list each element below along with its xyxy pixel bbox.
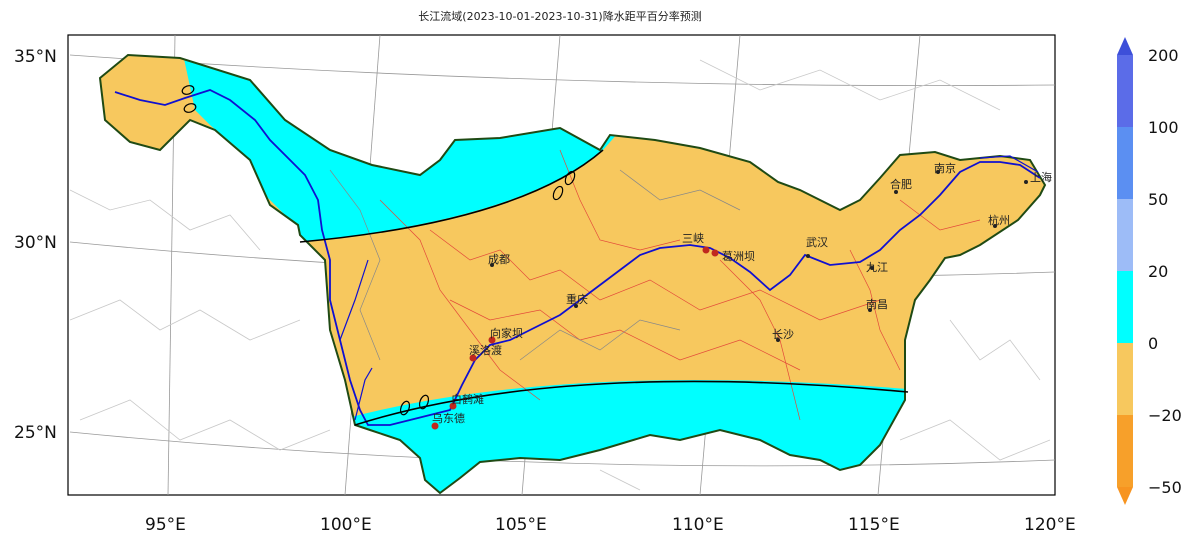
colorbar-label-neg20: −20	[1148, 406, 1182, 425]
longitude-labels: 95°E 100°E 105°E 110°E 115°E 120°E	[145, 515, 1076, 535]
colorbar-top-arrow	[1117, 37, 1133, 55]
colorbar-band-20-50	[1117, 199, 1133, 271]
colorbar-band-neg20-0	[1117, 343, 1133, 415]
city-markers: 成都 重庆 三峡 葛洲坝 武汉 九江 南昌 长沙 合肥 南京 杭州 上海 向家坝…	[431, 161, 1052, 430]
lat-label-35n: 35°N	[14, 47, 57, 67]
city-label-changsha: 长沙	[772, 328, 794, 341]
city-label-nanchang: 南昌	[866, 298, 888, 311]
basin-outline	[98, 53, 1047, 495]
city-label-jiujiang: 九江	[866, 261, 888, 274]
map-title: 长江流域(2023-10-01-2023-10-31)降水距平百分率预测	[418, 10, 702, 23]
colorbar: 200 100 50 20 0 −20 −50	[1117, 37, 1182, 505]
city-label-nanjing: 南京	[934, 161, 956, 175]
lon-label-95e: 95°E	[145, 515, 186, 535]
colorbar-label-200: 200	[1148, 46, 1179, 65]
city-label-xiangjiaba: 向家坝	[490, 326, 523, 340]
lat-label-25n: 25°N	[14, 423, 57, 443]
city-label-xiluodu: 溪洛渡	[469, 343, 502, 357]
colorbar-label-neg50: −50	[1148, 478, 1182, 497]
contour-south	[354, 380, 909, 426]
colorbar-label-0: 0	[1148, 334, 1158, 353]
latitude-labels: 35°N 30°N 25°N	[14, 47, 57, 443]
colorbar-band-0-20	[1117, 271, 1133, 343]
background-boundaries	[69, 59, 1051, 491]
city-label-shanghai: 上海	[1030, 170, 1052, 184]
yangtze-river	[114, 89, 1041, 426]
colorbar-band-neg50-neg20	[1117, 415, 1133, 487]
colorbar-label-50: 50	[1148, 190, 1168, 209]
colorbar-bottom-arrow	[1117, 487, 1133, 505]
city-label-sanxia: 三峡	[682, 231, 704, 245]
city-label-wudongde: 乌东德	[432, 411, 465, 425]
graticule-line-35n	[69, 54, 1056, 87]
lat-label-30n: 30°N	[14, 233, 57, 253]
graticule-line-25n	[69, 431, 1056, 467]
colorbar-label-100: 100	[1148, 118, 1179, 137]
city-label-chongqing: 重庆	[566, 292, 588, 306]
city-label-hangzhou: 杭州	[988, 213, 1010, 227]
contour-labels	[181, 85, 576, 416]
city-label-wuhan: 武汉	[806, 236, 828, 249]
lon-label-105e: 105°E	[495, 515, 547, 535]
city-label-baihetan: 白鹤滩	[451, 392, 484, 406]
colorbar-band-100-200	[1117, 55, 1133, 127]
city-label-chengdu: 成都	[488, 253, 510, 266]
city-label-gezhouba: 葛洲坝	[722, 249, 755, 263]
city-label-hefei: 合肥	[890, 177, 912, 191]
lon-label-115e: 115°E	[848, 515, 900, 535]
colorbar-label-20: 20	[1148, 262, 1168, 281]
lon-label-120e: 120°E	[1024, 515, 1076, 535]
zero-contours	[299, 149, 909, 426]
lon-label-100e: 100°E	[320, 515, 372, 535]
contour-north	[299, 149, 604, 243]
colorbar-band-50-100	[1117, 127, 1133, 199]
lon-label-110e: 110°E	[672, 515, 724, 535]
